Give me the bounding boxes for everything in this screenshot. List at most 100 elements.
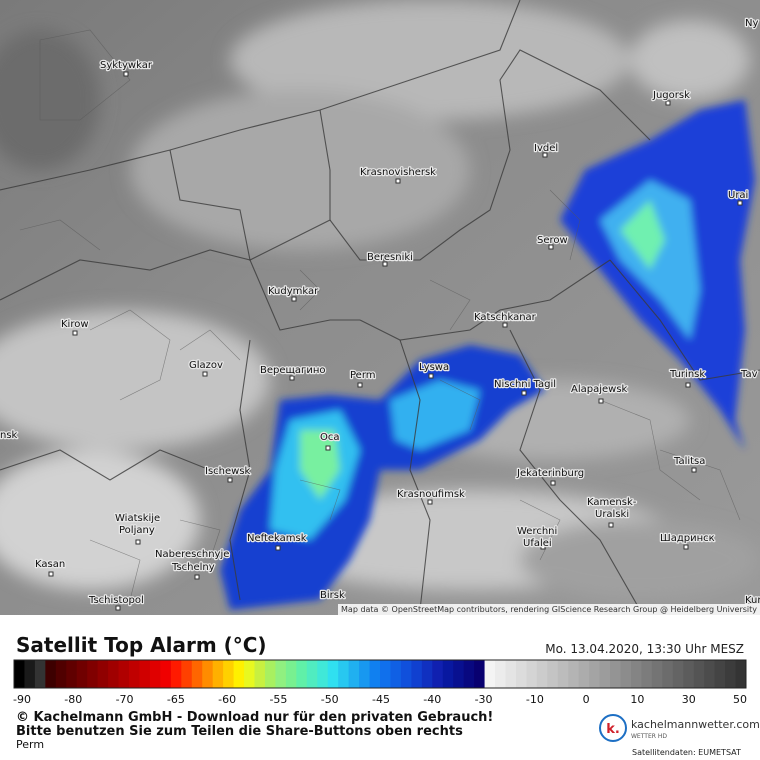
color-swatch xyxy=(296,660,308,688)
tick-label: -65 xyxy=(167,693,185,706)
color-swatch xyxy=(735,660,747,688)
city-label: Urai xyxy=(728,190,748,201)
tick-label: -50 xyxy=(321,693,339,706)
city-label: Kudymkar xyxy=(268,286,319,297)
legend-title: Satellit Top Alarm (°C) xyxy=(16,633,267,657)
tick-label: -60 xyxy=(218,693,236,706)
logo-sub: WETTER HD xyxy=(631,733,667,740)
city-dot xyxy=(227,477,233,483)
color-swatch xyxy=(390,660,402,688)
city-label: Perm xyxy=(350,370,376,381)
color-swatch xyxy=(683,660,695,688)
color-swatch xyxy=(348,660,360,688)
color-swatch xyxy=(160,660,172,688)
city-dot xyxy=(685,382,691,388)
color-swatch xyxy=(45,660,57,688)
city-dot xyxy=(540,544,546,550)
color-swatch xyxy=(139,660,151,688)
copyright: © Kachelmann GmbH - Download nur für den… xyxy=(16,710,493,725)
color-swatch xyxy=(662,660,674,688)
city-label: Glazov xyxy=(189,360,223,371)
city-label: Tav xyxy=(740,369,758,380)
color-swatch xyxy=(170,660,182,688)
city-label: Syktywkar xyxy=(100,60,153,71)
city-dot xyxy=(72,330,78,336)
color-swatch xyxy=(505,660,517,688)
city-label: Kasan xyxy=(35,559,65,570)
tick-label: -45 xyxy=(372,693,390,706)
city-label: Kirow xyxy=(61,319,89,330)
city-dot xyxy=(691,467,697,473)
color-swatch xyxy=(76,660,88,688)
tick-label: -40 xyxy=(423,693,441,706)
color-swatch xyxy=(400,660,412,688)
city-label: Kamensk- xyxy=(587,497,637,508)
color-bar-ticks: -90 -80 -70 -65 -60 -55 -50 -45 -40 -30 -10 0 10 30 50 xyxy=(13,693,747,706)
city-label: Poljany xyxy=(119,525,155,536)
color-swatch xyxy=(202,660,214,688)
city-dot xyxy=(289,375,295,381)
color-swatch xyxy=(515,660,527,688)
color-swatch xyxy=(453,660,465,688)
city-label: Birsk xyxy=(320,590,345,601)
city-dot xyxy=(48,571,54,577)
color-swatch xyxy=(55,660,67,688)
color-swatch xyxy=(212,660,224,688)
color-swatch xyxy=(693,660,705,688)
tick-label: -70 xyxy=(116,693,134,706)
color-swatch xyxy=(66,660,78,688)
city-dot xyxy=(135,539,141,545)
tick-label: 50 xyxy=(733,693,747,706)
legend-date: Mo. 13.04.2020, 13:30 Uhr MESZ xyxy=(545,642,744,656)
color-swatch xyxy=(327,660,339,688)
city-dot xyxy=(737,200,743,206)
attribution-bg xyxy=(338,604,760,615)
color-swatch xyxy=(463,660,475,688)
city-dot xyxy=(598,398,604,404)
cloud-cold-tops xyxy=(220,100,755,610)
color-swatch xyxy=(191,660,203,688)
color-swatch xyxy=(285,660,297,688)
color-swatch xyxy=(568,660,580,688)
logo-text: kachelmannwetter.com xyxy=(631,718,760,731)
city-label: Tschistopol xyxy=(88,595,144,606)
color-swatch xyxy=(118,660,130,688)
color-swatch xyxy=(641,660,653,688)
color-bar xyxy=(13,659,747,689)
color-swatch xyxy=(610,660,622,688)
city-dot xyxy=(542,152,548,158)
logo-ring xyxy=(599,714,627,742)
city-dot xyxy=(357,382,363,388)
city-dot xyxy=(275,545,281,551)
city-label: Turinsk xyxy=(669,369,705,380)
color-swatch xyxy=(264,660,276,688)
city-label: Ny xyxy=(745,18,758,29)
color-swatch xyxy=(87,660,99,688)
city-dot xyxy=(325,445,331,451)
logo-icon: k. xyxy=(606,722,620,737)
city-label: Neftekamsk xyxy=(247,533,307,544)
satellite-map: Syktywkar Jugorsk Ivdel Krasnovishersk U… xyxy=(0,0,760,615)
city-label: Ufalei xyxy=(523,538,552,549)
color-swatch xyxy=(589,660,601,688)
tick-label: 30 xyxy=(682,693,696,706)
city-label: Tschelny xyxy=(171,562,215,573)
city-dot xyxy=(608,522,614,528)
city-dot xyxy=(665,100,671,106)
color-swatch xyxy=(275,660,287,688)
city-label: Oca xyxy=(320,432,340,443)
location: Perm xyxy=(16,738,44,751)
color-swatch xyxy=(630,660,642,688)
tick-label: -10 xyxy=(526,693,544,706)
city-label: Serow xyxy=(537,235,568,246)
color-swatch xyxy=(129,660,140,688)
color-swatch xyxy=(421,660,433,688)
color-swatch xyxy=(411,660,423,688)
city-dot xyxy=(683,544,689,550)
city-label: Wiatskije xyxy=(115,513,160,524)
city-dot xyxy=(202,371,208,377)
color-swatch xyxy=(620,660,632,688)
share-note: Bitte benutzen Sie zum Teilen die Share-… xyxy=(16,724,463,739)
color-swatch xyxy=(244,660,256,688)
color-swatch xyxy=(223,660,235,688)
